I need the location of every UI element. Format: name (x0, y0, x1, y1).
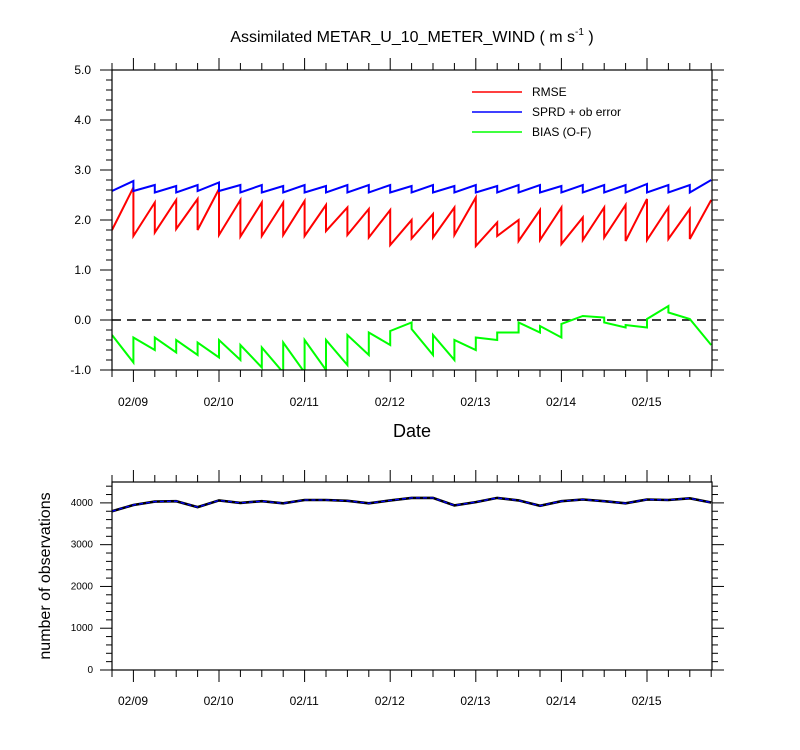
x-axis-label: Date (393, 421, 431, 441)
bottom-plot-frame (111, 481, 713, 671)
x-tick-label: 02/13 (460, 395, 490, 409)
y-tick-label: -1.0 (70, 363, 91, 377)
obs-count-line-blue (112, 497, 712, 512)
top-series-lines (112, 179, 712, 370)
y-tick-label: 0.0 (74, 313, 91, 327)
x-tick-label: 02/15 (632, 395, 662, 409)
x-tick-label: 02/13 (460, 694, 490, 708)
y-tick-label: 1000 (71, 623, 94, 634)
bottom-series-lines (112, 496, 712, 513)
top-axis-ticks (100, 58, 724, 382)
x-tick-label: 02/10 (204, 694, 234, 708)
y-tick-label: 3.0 (74, 163, 91, 177)
bottom-y-tick-labels: 4000 3000 2000 1000 0 (71, 498, 94, 676)
x-tick-label: 02/11 (290, 694, 319, 708)
x-tick-label: 02/10 (204, 395, 234, 409)
x-tick-label: 02/14 (546, 694, 576, 708)
series-line-2 (112, 304, 712, 370)
title-unit-superscript: -1 (575, 27, 584, 38)
top-y-tick-labels: 5.0 4.0 3.0 2.0 1.0 0.0 -1.0 (70, 63, 91, 377)
series-line-1 (112, 179, 712, 195)
legend-label: RMSE (532, 85, 567, 99)
x-tick-label: 02/15 (632, 694, 662, 708)
y-tick-label: 2000 (71, 581, 94, 592)
y-tick-label: 0 (87, 665, 93, 676)
y-tick-label: 3000 (71, 540, 94, 551)
series-line-0 (112, 187, 712, 249)
y-tick-label: 4.0 (74, 113, 91, 127)
chart-title: Assimilated METAR_U_10_METER_WIND ( m s-… (230, 27, 593, 46)
x-tick-label: 02/09 (118, 694, 148, 708)
bottom-x-tick-labels: 02/09 02/10 02/11 02/12 02/13 02/14 02/15 (118, 694, 662, 708)
top-x-tick-labels: 02/09 02/10 02/11 02/12 02/13 02/14 02/15 (118, 395, 662, 409)
x-tick-label: 02/09 (118, 395, 148, 409)
y-tick-label: 5.0 (74, 63, 91, 77)
legend: RMSE SPRD + ob error BIAS (O-F) (472, 85, 621, 139)
y-tick-label: 4000 (71, 498, 94, 509)
y-tick-label: 2.0 (74, 213, 91, 227)
x-tick-label: 02/12 (375, 694, 405, 708)
bottom-axis-ticks (100, 470, 724, 682)
x-tick-label: 02/11 (290, 395, 319, 409)
y-tick-label: 1.0 (74, 263, 91, 277)
y-axis-label-observations: number of observations (37, 492, 54, 659)
obs-count-line-black (112, 496, 712, 513)
legend-label: BIAS (O-F) (532, 125, 591, 139)
x-tick-label: 02/12 (375, 395, 405, 409)
x-tick-label: 02/14 (546, 395, 576, 409)
legend-label: SPRD + ob error (532, 105, 621, 119)
top-plot-frame (111, 69, 713, 371)
